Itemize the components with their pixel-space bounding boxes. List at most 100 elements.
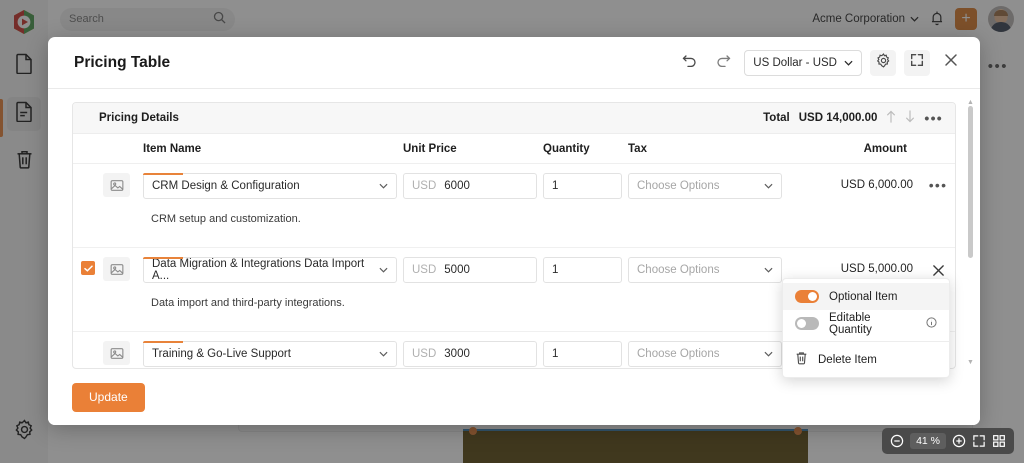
unit-price-input[interactable]: USD 5000 (403, 257, 537, 283)
tax-placeholder: Choose Options (637, 264, 720, 276)
quantity-value: 1 (552, 180, 559, 192)
image-icon[interactable] (103, 257, 130, 281)
panel-more-button[interactable]: ••• (924, 110, 943, 126)
quantity-input[interactable]: 1 (543, 173, 622, 199)
grid-view-button[interactable] (992, 434, 1006, 448)
table-column-headers: Item Name Unit Price Quantity Tax Amount (73, 134, 955, 164)
quantity-input[interactable]: 1 (543, 341, 622, 367)
row-amount-cell: USD 5,000.00 (782, 257, 921, 275)
currency-prefix: USD (412, 180, 437, 192)
fit-screen-button[interactable] (972, 434, 986, 448)
zoom-percent[interactable]: 41 % (910, 433, 946, 449)
chevron-down-icon (379, 181, 388, 191)
page-title: Pricing Table (74, 53, 171, 71)
row-unit-price-cell: USD 5000 (397, 257, 537, 283)
update-button[interactable]: Update (72, 382, 145, 412)
tax-select[interactable]: Choose Options (628, 173, 782, 199)
redo-button[interactable] (710, 50, 736, 76)
optional-item-toggle[interactable] (795, 290, 819, 303)
tax-placeholder: Choose Options (637, 180, 720, 192)
unit-price-value: 3000 (444, 348, 470, 360)
chevron-down-icon (764, 265, 773, 275)
row-item-name-cell: Data Migration & Integrations Data Impor… (135, 257, 397, 309)
scroll-up-arrow[interactable]: ▲ (967, 99, 974, 106)
menu-item-label: Editable Quantity (829, 311, 872, 336)
row-checkbox[interactable] (81, 261, 95, 275)
column-amount: Amount (863, 142, 907, 155)
table-row: Training & Go-Live Support USD 3000 (73, 332, 955, 368)
unit-price-input[interactable]: USD 6000 (403, 173, 537, 199)
zoom-toolbar: 41 % (882, 428, 1014, 454)
row-more-button[interactable]: ••• (928, 177, 948, 193)
row-remove-button[interactable] (932, 261, 945, 282)
undo-button[interactable] (676, 50, 702, 76)
item-name-select[interactable]: CRM Design & Configuration (143, 173, 397, 199)
move-down-button[interactable] (905, 110, 915, 126)
panel-total: Total USD 14,000.00 ••• (763, 110, 943, 126)
tax-placeholder: Choose Options (637, 348, 720, 360)
column-quantity: Quantity (543, 142, 590, 155)
currency-prefix: USD (412, 348, 437, 360)
row-actions-cell (921, 257, 955, 282)
menu-item-delete-item[interactable]: Delete Item (783, 346, 949, 373)
row-amount-cell: USD 6,000.00 (782, 173, 921, 191)
settings-button[interactable] (870, 49, 896, 76)
move-up-button[interactable] (886, 110, 896, 126)
gear-icon (876, 52, 891, 73)
item-name-select[interactable]: Data Migration & Integrations Data Impor… (143, 257, 397, 283)
menu-item-optional-item[interactable]: Optional Item (783, 283, 949, 310)
editable-quantity-toggle[interactable] (795, 317, 819, 330)
expand-button[interactable] (904, 49, 930, 76)
row-select-cell (73, 173, 103, 177)
redo-icon (716, 53, 731, 72)
row-quantity-cell: 1 (537, 341, 622, 367)
row-tax-cell: Choose Options (622, 173, 782, 199)
currency-select[interactable]: US Dollar - USD (744, 49, 862, 76)
row-unit-price-cell: USD 3000 (397, 341, 537, 367)
info-icon[interactable] (926, 316, 937, 331)
row-tax-cell: Choose Options (622, 257, 782, 283)
menu-separator (783, 341, 949, 342)
expand-icon (910, 53, 924, 72)
item-name-value: CRM Design & Configuration (152, 180, 300, 192)
chevron-down-icon (379, 349, 388, 359)
modal-header: Pricing Table (48, 37, 980, 89)
column-unit-price: Unit Price (403, 142, 457, 155)
row-thumb-cell (103, 173, 135, 197)
row-quantity-cell: 1 (537, 257, 622, 283)
currency-value: US Dollar - USD (753, 56, 837, 69)
chevron-down-icon (764, 181, 773, 191)
quantity-input[interactable]: 1 (543, 257, 622, 283)
tax-select[interactable]: Choose Options (628, 257, 782, 283)
menu-item-editable-quantity[interactable]: Editable Quantity (783, 310, 949, 337)
tax-select[interactable]: Choose Options (628, 341, 782, 367)
row-unit-price-cell: USD 6000 (397, 173, 537, 199)
row-item-name-cell: CRM Design & Configuration CRM setup and… (135, 173, 397, 225)
chevron-down-icon (844, 57, 853, 69)
total-value: USD 14,000.00 (798, 112, 878, 124)
pricing-details-panel: Pricing Details Total USD 14,000.00 (72, 102, 956, 369)
amount-value: USD 6,000.00 (840, 179, 913, 191)
unit-price-input[interactable]: USD 3000 (403, 341, 537, 367)
total-label: Total (763, 112, 790, 124)
close-modal-button[interactable] (938, 50, 964, 76)
scrollbar-thumb[interactable] (968, 106, 973, 258)
zoom-in-button[interactable] (952, 434, 966, 448)
row-quantity-cell: 1 (537, 173, 622, 199)
chevron-down-icon (764, 349, 773, 359)
item-description: Data import and third-party integrations… (151, 297, 345, 309)
modal-scrollbar[interactable]: ▲ ▼ (967, 99, 974, 366)
zoom-out-button[interactable] (890, 434, 904, 448)
item-name-select[interactable]: Training & Go-Live Support (143, 341, 397, 367)
unit-price-value: 5000 (444, 264, 470, 276)
menu-item-label: Optional Item (829, 290, 898, 303)
undo-icon (682, 53, 697, 72)
row-actions-cell: ••• (921, 173, 955, 193)
image-icon[interactable] (103, 341, 130, 365)
image-icon[interactable] (103, 173, 130, 197)
row-select-cell (73, 257, 103, 275)
scroll-down-arrow[interactable]: ▼ (967, 359, 974, 366)
pricing-table: Item Name Unit Price Quantity Tax Amount (73, 134, 955, 368)
panel-header: Pricing Details Total USD 14,000.00 (73, 103, 955, 134)
